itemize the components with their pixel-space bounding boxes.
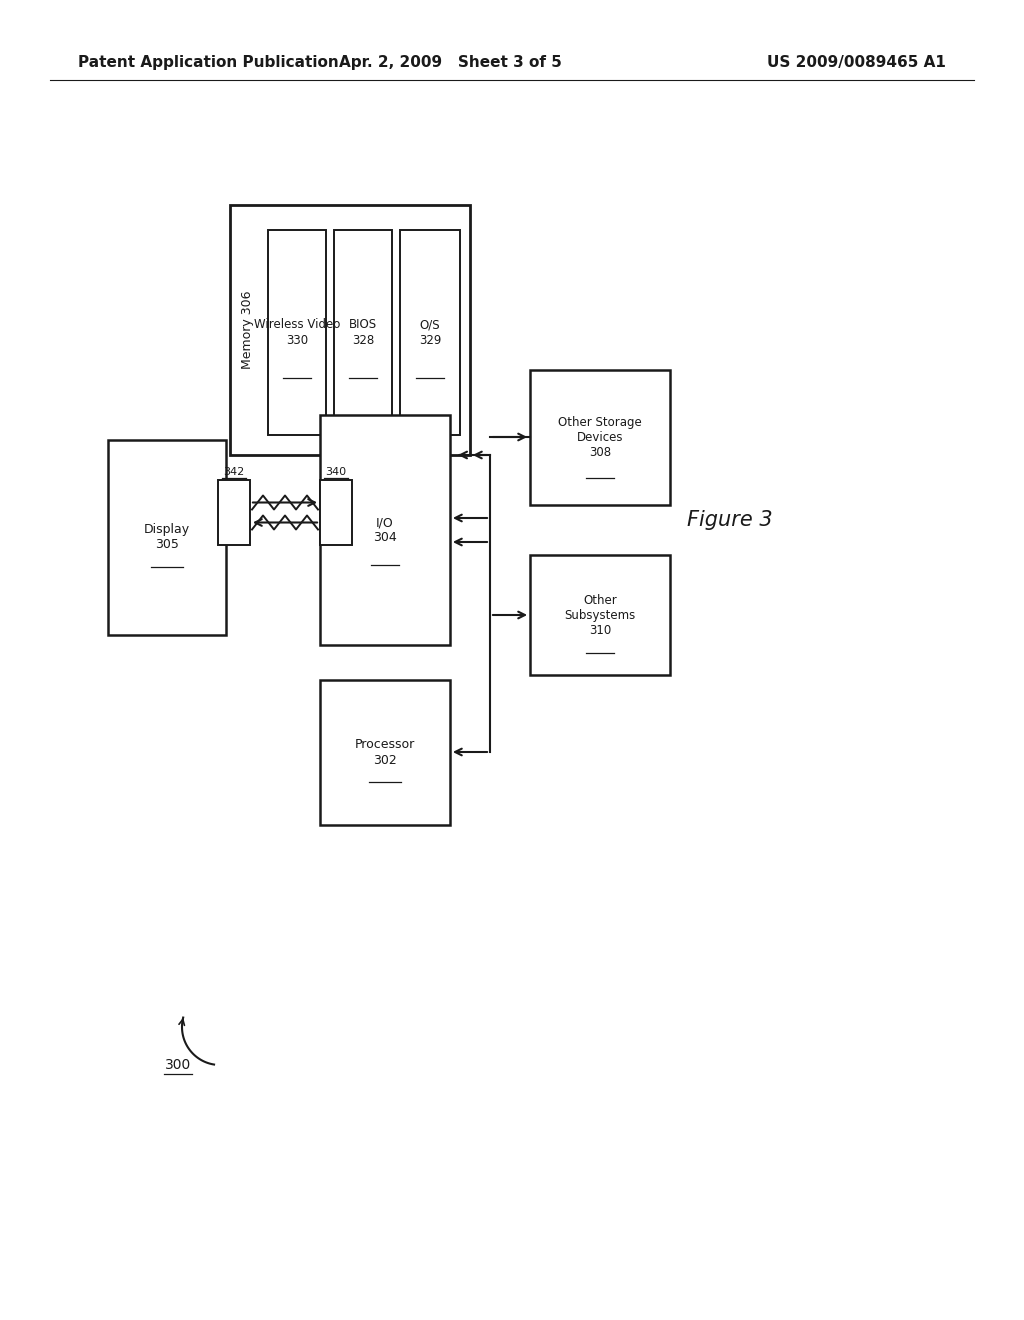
Text: 300: 300 (165, 1059, 191, 1072)
Bar (530, 554, 670, 675)
Text: 342: 342 (223, 467, 245, 477)
Text: Apr. 2, 2009   Sheet 3 of 5: Apr. 2, 2009 Sheet 3 of 5 (339, 54, 561, 70)
Text: Display
305: Display 305 (144, 524, 190, 552)
Text: Other Storage
Devices
308: Other Storage Devices 308 (558, 416, 642, 459)
Bar (268, 230, 326, 436)
Text: 340: 340 (326, 467, 346, 477)
Bar (400, 230, 460, 436)
Bar (319, 680, 450, 825)
Bar (530, 370, 670, 506)
Bar (218, 480, 250, 545)
Text: BIOS
328: BIOS 328 (349, 318, 377, 346)
Bar (334, 230, 392, 436)
Text: I/O
304: I/O 304 (373, 516, 397, 544)
Text: O/S
329: O/S 329 (419, 318, 441, 346)
Text: Wireless Video
330: Wireless Video 330 (254, 318, 340, 346)
Bar (319, 414, 450, 645)
Text: Memory 306: Memory 306 (242, 290, 255, 370)
Text: US 2009/0089465 A1: US 2009/0089465 A1 (767, 54, 946, 70)
Text: Other
Subsystems
310: Other Subsystems 310 (564, 594, 636, 636)
Text: Figure 3: Figure 3 (687, 510, 773, 531)
Bar (230, 205, 470, 455)
Text: Patent Application Publication: Patent Application Publication (78, 54, 339, 70)
Bar (319, 480, 352, 545)
Text: Processor
302: Processor 302 (355, 738, 415, 767)
Bar (108, 440, 226, 635)
